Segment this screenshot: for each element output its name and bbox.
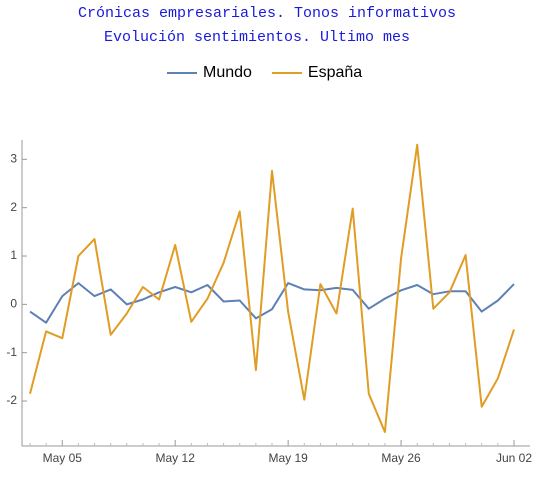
legend-label: Mundo: [203, 64, 252, 81]
y-tick-label: 0: [10, 297, 17, 311]
y-tick-label: 3: [10, 152, 17, 166]
chart-subtitle: Evolución sentimientos. Ultimo mes: [104, 29, 410, 46]
legend-label: España: [308, 64, 362, 81]
x-tick-label: May 12: [156, 451, 196, 465]
x-tick-label: May 26: [381, 451, 421, 465]
chart-title: Crónicas empresariales. Tonos informativ…: [78, 5, 456, 22]
series-line: [29, 282, 515, 324]
y-tick-label: 2: [10, 200, 17, 214]
y-tick-label: -2: [6, 393, 17, 407]
x-tick-label: May 05: [43, 451, 83, 465]
x-tick-label: Jun 02: [496, 451, 532, 465]
y-tick-label: -1: [6, 345, 17, 359]
y-tick-label: 1: [10, 248, 17, 262]
x-tick-label: May 19: [268, 451, 308, 465]
series-line: [29, 143, 515, 433]
